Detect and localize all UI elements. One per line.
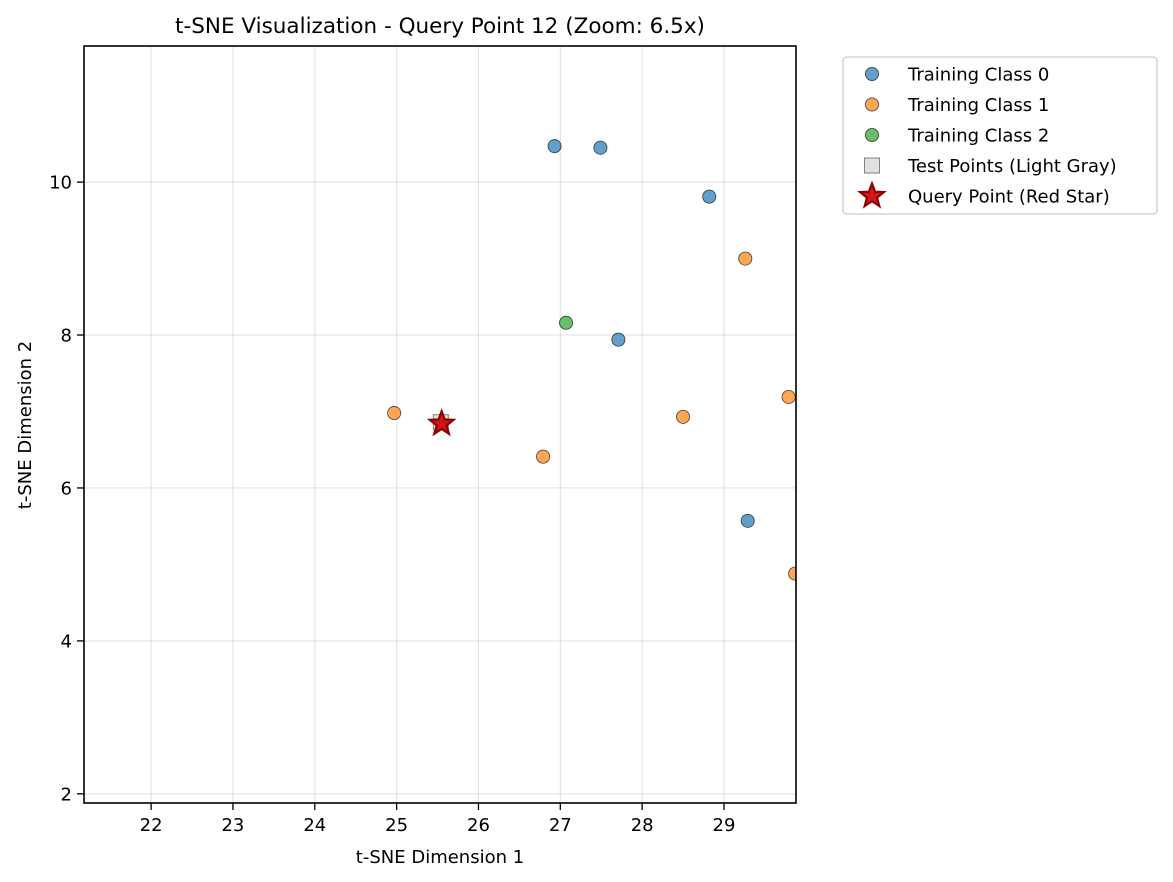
x-tick-label: 29 [713,815,736,836]
point-training-class-1 [676,409,691,424]
x-tick-label: 25 [385,815,408,836]
marks-layer [387,139,796,581]
point-training-class-0 [740,513,755,528]
x-axis-label: t-SNE Dimension 1 [356,847,524,868]
point-query-point-red-star [426,408,457,437]
point-training-class-1 [738,251,753,266]
grid-layer [84,46,796,803]
y-tick-label: 2 [61,784,72,805]
point-training-class-1 [788,566,796,581]
point-training-class-1 [536,449,551,464]
y-tick-label: 4 [61,631,72,652]
x-tick-label: 24 [303,815,326,836]
legend-label-query-point-red-star: Query Point (Red Star) [908,187,1110,208]
x-tick-label: 26 [467,815,490,836]
y-tick-label: 8 [61,326,72,347]
plot-frame [83,45,797,804]
legend-items: Training Class 0 Training Class 1 Training… [857,65,1117,209]
x-tick-label: 28 [631,815,654,836]
point-training-class-2 [559,315,574,330]
y-axis-label: t-SNE Dimension 2 [15,341,36,509]
x-tick-label: 27 [549,815,572,836]
chart-title: t-SNE Visualization - Query Point 12 (Zo… [175,14,705,39]
y-tick-label: 10 [49,173,72,194]
legend-label-training-class-0: Training Class 0 [907,65,1049,86]
legend-label-test-points-light-gray: Test Points (Light Gray) [907,156,1117,177]
legend-label-training-class-1: Training Class 1 [907,95,1049,116]
legend-marker-training-class-0 [865,67,880,82]
legend-marker-query-point-red-star [857,180,887,209]
legend-marker-training-class-2 [865,127,880,142]
y-tick-label: 6 [61,478,72,499]
point-training-class-0 [611,332,626,347]
legend-marker-test-points-light-gray [864,157,880,174]
point-training-class-1 [387,406,402,421]
x-tick-label: 23 [221,815,244,836]
point-training-class-0 [547,139,562,154]
legend-label-training-class-2: Training Class 2 [907,126,1049,147]
legend: Training Class 0 Training Class 1 Training… [842,56,1158,215]
point-training-class-0 [702,189,717,204]
x-tick-label: 22 [140,815,163,836]
legend-marker-training-class-1 [865,97,880,112]
legend-frame [842,56,1158,215]
point-training-class-1 [781,389,796,404]
point-training-class-0 [593,140,608,155]
